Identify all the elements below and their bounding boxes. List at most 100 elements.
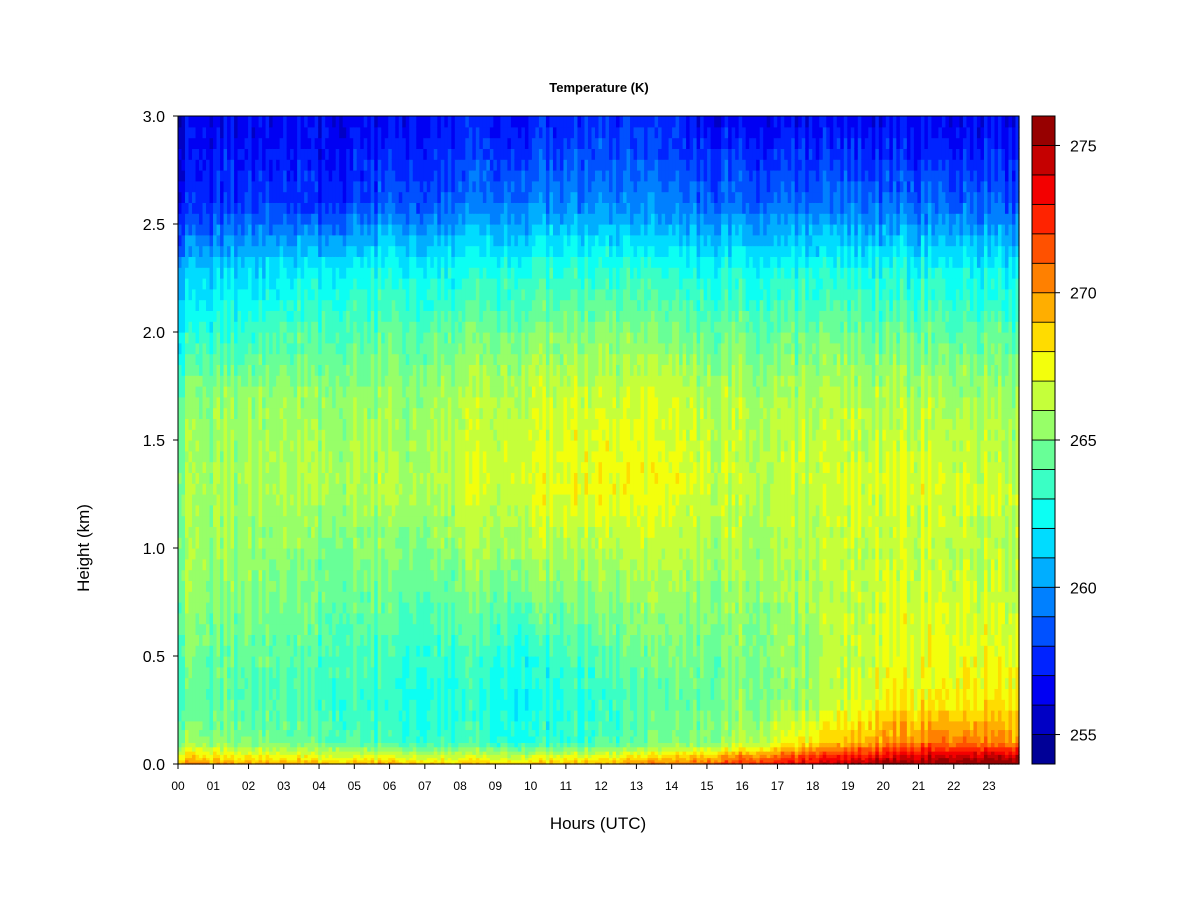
heatmap-cell [367, 634, 372, 646]
heatmap-cell [409, 278, 414, 290]
heatmap-cell [356, 396, 361, 409]
heatmap-cell [402, 353, 407, 365]
heatmap-cell [220, 137, 225, 149]
heatmap-cell [356, 191, 361, 203]
heatmap-cell [262, 558, 267, 571]
heatmap-cell [269, 591, 274, 603]
heatmap-cell [353, 256, 358, 268]
heatmap-cell [199, 396, 204, 409]
heatmap-cell [374, 116, 379, 128]
heatmap-cell [241, 256, 246, 268]
heatmap-cell [286, 256, 291, 268]
heatmap-cell [230, 472, 235, 484]
heatmap-cell [384, 224, 389, 236]
heatmap-cell [426, 191, 431, 203]
heatmap-cell [220, 580, 225, 592]
heatmap-cell [419, 735, 424, 743]
heatmap-cell [346, 224, 351, 236]
heatmap-cell [220, 729, 225, 737]
heatmap-cell [279, 256, 284, 268]
heatmap-cell [262, 278, 267, 290]
heatmap-cell [304, 504, 309, 517]
heatmap-cell [290, 159, 295, 171]
heatmap-cell [293, 191, 298, 203]
heatmap-cell [265, 746, 270, 752]
heatmap-cell [265, 396, 270, 409]
heatmap-cell [213, 757, 218, 761]
heatmap-cell [195, 191, 200, 203]
heatmap-cell [244, 234, 249, 247]
heatmap-cell [213, 440, 218, 452]
heatmap-cell [265, 191, 270, 203]
heatmap-cell [276, 729, 281, 737]
heatmap-cell [367, 202, 372, 214]
heatmap-cell [237, 602, 242, 614]
heatmap-cell [300, 342, 305, 355]
heatmap-cell [388, 677, 393, 689]
heatmap-cell [234, 126, 239, 139]
heatmap-cell [216, 407, 221, 419]
heatmap-cell [290, 504, 295, 517]
heatmap-cell [262, 137, 267, 149]
heatmap-cell [283, 137, 288, 149]
heatmap-cell [286, 634, 291, 646]
heatmap-cell [388, 224, 393, 236]
heatmap-cell [367, 526, 372, 538]
heatmap-cell [304, 761, 309, 765]
heatmap-cell [251, 656, 256, 668]
heatmap-cell [430, 245, 435, 257]
heatmap-cell [304, 396, 309, 409]
heatmap-cell [216, 148, 221, 160]
heatmap-cell [388, 742, 393, 748]
heatmap-cell [209, 386, 214, 398]
heatmap-cell [209, 353, 214, 365]
heatmap-cell [192, 759, 197, 763]
heatmap-cell [367, 288, 372, 301]
heatmap-cell [335, 396, 340, 409]
heatmap-cell [241, 342, 246, 355]
heatmap-cell [433, 116, 438, 128]
heatmap-cell [430, 688, 435, 700]
heatmap-cell [276, 548, 281, 560]
heatmap-cell [272, 267, 277, 279]
heatmap-cell [202, 729, 207, 737]
heatmap-cell [188, 754, 193, 759]
heatmap-cell [356, 299, 361, 311]
heatmap-cell [412, 666, 417, 679]
heatmap-cell [213, 353, 218, 365]
heatmap-cell [272, 126, 277, 139]
heatmap-cell [360, 418, 365, 430]
heatmap-cell [363, 751, 368, 755]
heatmap-cell [188, 213, 193, 225]
heatmap-cell [293, 429, 298, 441]
heatmap-cell [335, 278, 340, 290]
heatmap-cell [181, 729, 186, 737]
heatmap-cell [234, 729, 239, 737]
heatmap-cell [199, 742, 204, 748]
heatmap-cell [241, 450, 246, 463]
heatmap-cell [349, 526, 354, 538]
heatmap-cell [237, 278, 242, 290]
heatmap-cell [346, 494, 351, 506]
heatmap-cell [230, 353, 235, 365]
heatmap-cell [262, 645, 267, 657]
heatmap-cell [237, 591, 242, 603]
heatmap-cell [269, 461, 274, 473]
heatmap-cell [213, 364, 218, 376]
heatmap-cell [419, 591, 424, 603]
heatmap-cell [251, 688, 256, 700]
heatmap-cell [370, 213, 375, 225]
heatmap-cell [339, 612, 344, 625]
heatmap-cell [377, 729, 382, 737]
heatmap-cell [181, 440, 186, 452]
heatmap-cell [307, 116, 312, 128]
heatmap-cell [223, 191, 228, 203]
heatmap-cell [440, 342, 445, 355]
heatmap-cell [178, 720, 183, 731]
heatmap-cell [416, 504, 421, 517]
heatmap-cell [433, 299, 438, 311]
heatmap-cell [402, 656, 407, 668]
heatmap-cell [300, 634, 305, 646]
heatmap-cell [423, 202, 428, 214]
heatmap-cell [293, 234, 298, 247]
